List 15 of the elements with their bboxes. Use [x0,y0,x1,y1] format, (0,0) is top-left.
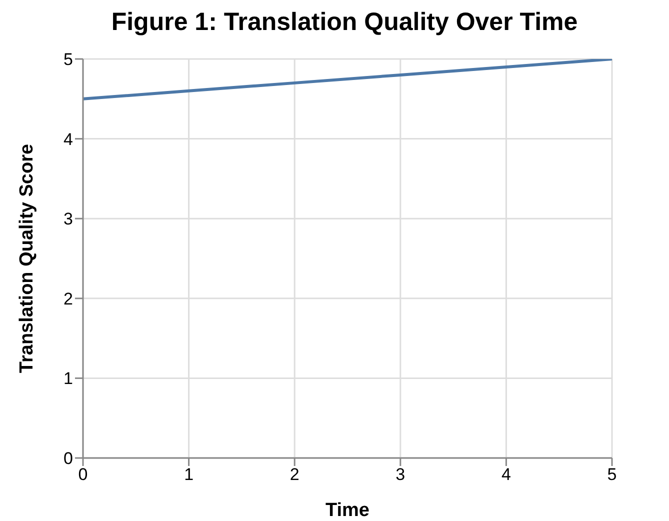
y-tick-label: 5 [64,50,73,70]
x-tick-label: 5 [607,465,617,484]
x-tick-label: 1 [184,465,194,484]
x-tick-label: 0 [78,465,88,484]
chart-title: Figure 1: Translation Quality Over Time [110,8,579,38]
x-tick-label: 3 [396,465,406,484]
x-tick-label: 2 [290,465,300,484]
y-tick-label: 3 [64,210,73,229]
y-tick-label: 1 [64,369,73,388]
x-axis-title: Time [325,500,370,521]
y-axis-title: Translation Quality Score [16,144,38,374]
x-tick-label: 4 [501,465,511,484]
y-tick-label: 4 [64,130,73,149]
y-tick-label: 0 [64,449,73,468]
y-tick-label: 2 [64,289,73,308]
